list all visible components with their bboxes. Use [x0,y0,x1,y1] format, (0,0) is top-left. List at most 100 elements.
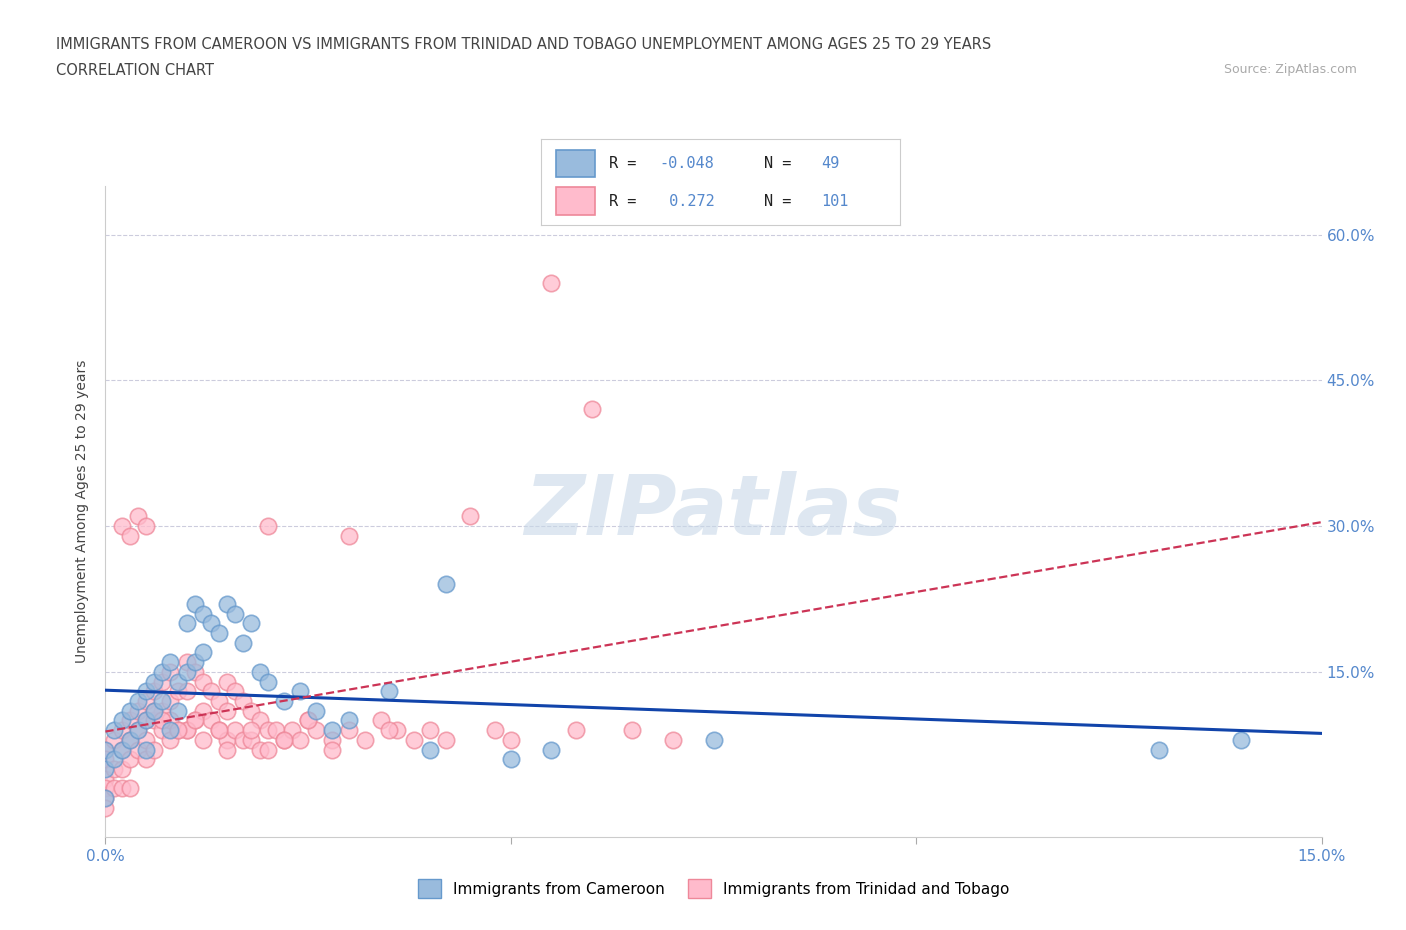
Point [103,762,125,777]
Point [183,664,205,679]
Point [273,733,295,748]
Point [127,723,149,737]
Point [249,713,271,728]
Y-axis label: Unemployment Among Ages 25 to 29 years: Unemployment Among Ages 25 to 29 years [76,360,90,663]
Legend: Immigrants from Cameroon, Immigrants from Trinidad and Tobago: Immigrants from Cameroon, Immigrants fro… [412,873,1015,904]
Point [118,733,141,748]
Point [135,694,157,709]
Point [159,723,181,737]
Point [150,664,173,679]
Point [256,742,278,757]
Point [191,606,214,621]
Point [297,713,319,728]
Point [150,694,173,709]
Point [118,751,141,766]
Point [150,674,173,689]
Point [183,596,205,611]
Point [217,596,239,611]
Point [256,519,278,534]
Point [103,781,125,796]
Point [321,733,343,748]
Point [240,733,263,748]
Point [94,751,117,766]
Point [159,694,181,709]
Text: -0.048: -0.048 [659,156,714,171]
Point [135,713,157,728]
Point [143,742,166,757]
Point [378,723,401,737]
Point [135,519,157,534]
Point [118,781,141,796]
Point [111,762,134,777]
Point [337,723,360,737]
Point [240,616,263,631]
Point [264,723,287,737]
Point [143,713,166,728]
Point [135,751,157,766]
Text: 0.272: 0.272 [659,193,714,208]
Text: Source: ZipAtlas.com: Source: ZipAtlas.com [1223,63,1357,76]
Point [103,733,125,748]
Point [94,790,117,805]
Point [288,733,311,748]
Point [217,733,239,748]
Point [208,723,231,737]
Point [127,703,149,718]
Text: IMMIGRANTS FROM CAMEROON VS IMMIGRANTS FROM TRINIDAD AND TOBAGO UNEMPLOYMENT AMO: IMMIGRANTS FROM CAMEROON VS IMMIGRANTS F… [56,37,991,52]
Point [581,402,603,417]
Point [702,733,725,748]
Point [200,684,222,698]
Point [94,771,117,786]
Point [176,655,198,670]
Text: 101: 101 [821,193,848,208]
Point [662,733,685,748]
Point [499,751,522,766]
Point [232,694,254,709]
Point [208,694,231,709]
Point [94,742,117,757]
Point [127,742,149,757]
Point [167,723,190,737]
Text: ZIPatlas: ZIPatlas [524,471,903,552]
Point [321,723,343,737]
Point [1149,742,1171,757]
Point [176,723,198,737]
Point [354,733,377,748]
Point [94,790,117,805]
Point [127,723,149,737]
Point [434,577,457,591]
Text: R =: R = [609,156,637,171]
Point [273,694,295,709]
Point [94,762,117,777]
FancyBboxPatch shape [555,188,595,215]
Text: N =: N = [763,156,792,171]
Point [135,684,157,698]
Point [127,694,149,709]
Point [176,684,198,698]
Point [540,742,562,757]
Point [499,733,522,748]
Point [208,723,231,737]
Point [118,703,141,718]
Point [111,519,134,534]
Point [297,713,319,728]
Point [176,616,198,631]
Text: R =: R = [609,193,637,208]
Point [256,723,278,737]
Point [191,644,214,659]
Point [111,723,134,737]
Point [118,528,141,543]
Point [183,655,205,670]
Point [200,616,222,631]
Point [419,742,441,757]
Point [150,713,173,728]
Point [150,723,173,737]
Point [118,713,141,728]
Point [191,703,214,718]
Point [103,751,125,766]
Point [176,723,198,737]
Point [288,684,311,698]
Point [159,733,181,748]
Point [337,528,360,543]
Point [118,733,141,748]
